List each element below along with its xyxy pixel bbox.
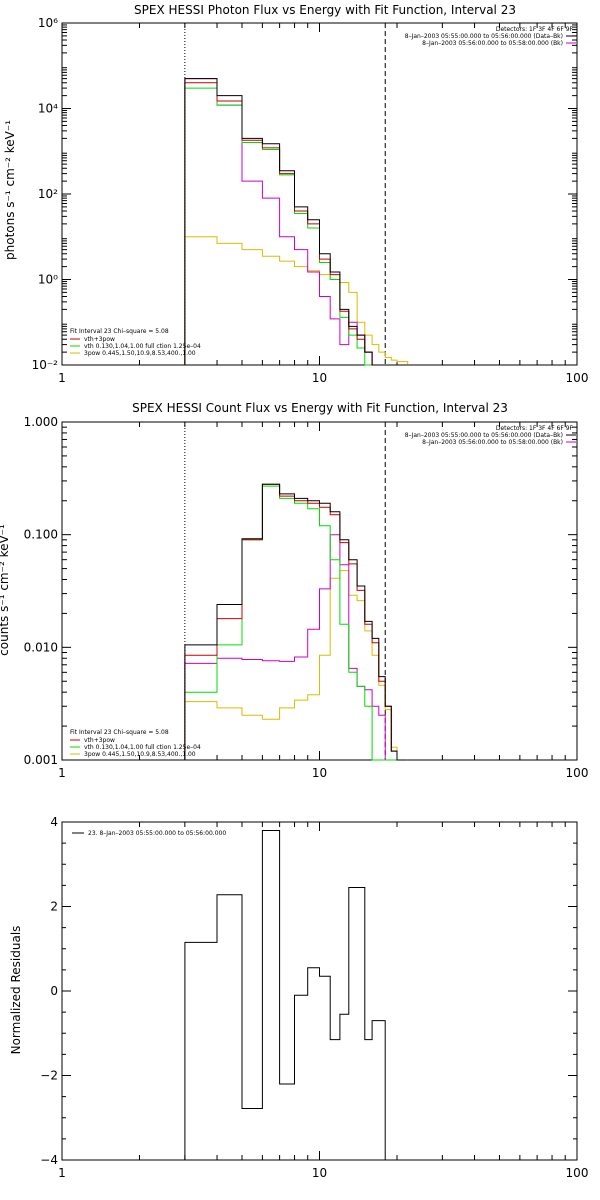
count-series-vth bbox=[184, 485, 408, 761]
legend-label-3pow: 3pow 0.445,1.50,10.9,8.53,400.,1.00 bbox=[84, 751, 196, 758]
photon-fit-legend: Fit Interval 23 Chi–square = 5.08 vth+3p… bbox=[70, 328, 201, 357]
photon-series-group bbox=[184, 78, 409, 366]
count-series-total bbox=[184, 483, 408, 761]
residuals-y-tick-label: 0 bbox=[50, 984, 58, 998]
count-y-tick-label: 0.001 bbox=[24, 753, 58, 767]
photon-x-tick-label: 1 bbox=[58, 371, 66, 385]
residuals-y-tick-label: 2 bbox=[50, 900, 58, 914]
residuals-panel: Normalized Residuals 1 10 100 −4 −2 0 2 4 23. 8… bbox=[9, 815, 588, 1180]
photon-y-axis-label: photons s⁻¹ cm⁻² keV⁻¹ bbox=[3, 120, 17, 260]
photon-series-3pow bbox=[184, 236, 409, 365]
legend-label-sum: vth+3pow bbox=[84, 737, 115, 744]
residuals-plot-frame bbox=[61, 821, 578, 1161]
fit-legend-header: Fit Interval 23 Chi–square = 5.08 bbox=[70, 328, 169, 335]
residuals-x-tick-label: 100 bbox=[566, 1166, 589, 1180]
photon-plot-frame bbox=[61, 22, 578, 366]
photon-x-tick-label: 100 bbox=[566, 371, 589, 385]
photon-series-sum bbox=[184, 82, 408, 366]
count-fit-legend: Fit Interval 23 Chi–square = 5.08 vth+3p… bbox=[70, 729, 201, 758]
photon-y-tick-label: 10⁴ bbox=[38, 102, 58, 116]
data-interval-label: 8–Jan–2003 05:55:00.000 to 05:56:00.000 … bbox=[405, 432, 563, 439]
photon-flux-panel: SPEX HESSI Photon Flux vs Energy with Fi… bbox=[3, 3, 588, 385]
fit-legend-header: Fit Interval 23 Chi–square = 5.08 bbox=[70, 729, 169, 736]
residuals-x-tick-label: 1 bbox=[58, 1166, 66, 1180]
legend-label-vth: vth 0.130,1.04,1.00 full ction 1.25e–04 bbox=[84, 744, 201, 751]
legend-label-vth: vth 0.130,1.04,1.00 full ction 1.25e–04 bbox=[84, 343, 201, 350]
photon-y-tick-label: 10² bbox=[38, 187, 58, 201]
count-axis-ticks: 1 10 100 0.001 0.010 0.100 1.000 bbox=[24, 415, 589, 780]
bk-interval-label: 8–Jan–2003 05:56:00.000 to 05:58:00.000 … bbox=[422, 40, 563, 47]
photon-plot-border bbox=[61, 22, 578, 366]
count-y-tick-label: 1.000 bbox=[24, 415, 58, 429]
photon-axis-ticks: 1 10 100 10⁻² 10⁰ 10² 10⁴ 10⁶ bbox=[32, 16, 589, 385]
count-series-3pow bbox=[184, 570, 408, 761]
residuals-x-tick-label: 10 bbox=[312, 1166, 327, 1180]
residuals-legend-label: 23. 8–Jan–2003 05:55:00.000 to 05:56:00.… bbox=[88, 830, 226, 837]
count-y-tick-label: 0.100 bbox=[24, 528, 58, 542]
photon-x-tick-label: 10 bbox=[312, 371, 327, 385]
residuals-axis-ticks: 1 10 100 −4 −2 0 2 4 bbox=[40, 815, 588, 1180]
count-x-tick-label: 10 bbox=[312, 766, 327, 780]
residuals-plot-border bbox=[61, 821, 578, 1161]
count-fit-range-lines bbox=[184, 422, 386, 760]
residuals-series-group bbox=[184, 830, 386, 1160]
count-y-axis-label: counts s⁻¹ cm⁻² keV⁻¹ bbox=[0, 524, 11, 656]
count-flux-panel: SPEX HESSI Count Flux vs Energy with Fit… bbox=[0, 401, 588, 780]
residuals-y-tick-label: −2 bbox=[40, 1069, 58, 1083]
count-series-group bbox=[184, 483, 408, 761]
count-x-tick-label: 1 bbox=[58, 766, 66, 780]
count-series-sum bbox=[184, 483, 408, 761]
residuals-legend: 23. 8–Jan–2003 05:55:00.000 to 05:56:00.… bbox=[72, 830, 226, 837]
legend-label-3pow: 3pow 0.445,1.50,10.9,8.53,400.,1.00 bbox=[84, 350, 196, 357]
photon-y-tick-label: 10⁶ bbox=[38, 16, 58, 30]
count-chart-title: SPEX HESSI Count Flux vs Energy with Fit… bbox=[132, 401, 508, 415]
photon-chart-title: SPEX HESSI Photon Flux vs Energy with Fi… bbox=[134, 3, 516, 17]
photon-y-tick-label: 10⁰ bbox=[38, 273, 58, 287]
residuals-series bbox=[184, 830, 386, 1160]
photon-detector-annotation: Detectors: 1F 3F 4F 6F 9F 8–Jan–2003 05:… bbox=[405, 26, 576, 47]
legend-label-sum: vth+3pow bbox=[84, 336, 115, 343]
detectors-label: Detectors: 1F 3F 4F 6F 9F bbox=[496, 425, 574, 432]
count-x-tick-label: 100 bbox=[566, 766, 589, 780]
photon-series-bk bbox=[184, 78, 408, 366]
count-series-bk bbox=[184, 534, 408, 761]
photon-series-vth bbox=[184, 87, 408, 366]
photon-fit-range-lines bbox=[184, 23, 386, 365]
photon-y-tick-label: 10⁻² bbox=[32, 358, 59, 372]
photon-series-total bbox=[184, 78, 408, 366]
residuals-y-axis-label: Normalized Residuals bbox=[9, 926, 23, 1055]
detectors-label: Detectors: 1F 3F 4F 6F 9F bbox=[496, 26, 574, 33]
count-y-tick-label: 0.010 bbox=[24, 640, 58, 654]
count-detector-annotation: Detectors: 1F 3F 4F 6F 9F 8–Jan–2003 05:… bbox=[405, 425, 576, 446]
data-interval-label: 8–Jan–2003 05:55:00.000 to 05:56:00.000 … bbox=[405, 33, 563, 40]
residuals-y-tick-label: 4 bbox=[50, 815, 58, 829]
bk-interval-label: 8–Jan–2003 05:56:00.000 to 05:58:00.000 … bbox=[422, 439, 563, 446]
residuals-y-tick-label: −4 bbox=[40, 1153, 58, 1167]
